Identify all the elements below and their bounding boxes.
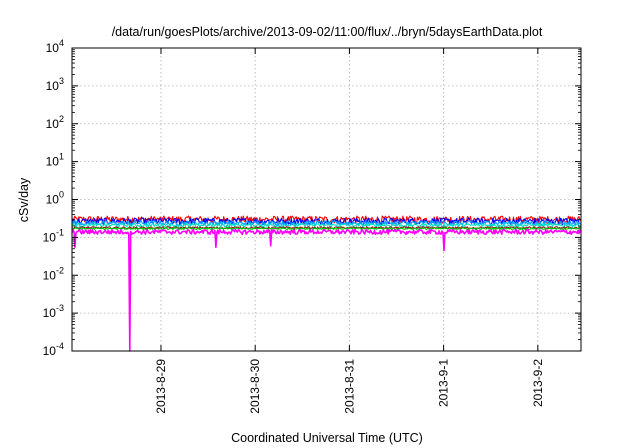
x-tick-label: 2013-8-30 (248, 359, 262, 414)
y-axis-label: cSv/day (17, 177, 31, 222)
x-tick-label: 2013-8-29 (154, 359, 168, 414)
y-tick-label: 10-4 (43, 341, 64, 358)
x-axis: 2013-8-29 2013-8-30 2013-8-31 2013-9-1 2013-… (154, 48, 545, 414)
x-tick-label: 2013-9-1 (437, 359, 451, 407)
series-layer (71, 215, 582, 352)
y-tick-label: 10-1 (43, 227, 64, 244)
y-tick-label: 10-2 (43, 265, 64, 282)
y-tick-label: 102 (46, 114, 64, 131)
x-tick-label: 2013-8-31 (342, 359, 356, 414)
y-tick-label: 103 (46, 76, 64, 93)
series-line (71, 228, 582, 352)
y-tick-label: 100 (46, 190, 64, 207)
series-line (71, 220, 582, 226)
series-line (71, 226, 582, 230)
y-axis: 10-4 10-3 10-2 10-1 100 101 102 103 104 (43, 38, 581, 358)
y-tick-label: 10-3 (43, 303, 64, 320)
y-tick-label: 101 (46, 152, 64, 169)
chart-title: /data/run/goesPlots/archive/2013-09-02/1… (112, 25, 543, 39)
x-axis-label: Coordinated Universal Time (UTC) (231, 431, 423, 445)
grid (72, 48, 581, 351)
x-tick-label: 2013-9-2 (531, 359, 545, 407)
y-tick-label: 104 (46, 38, 64, 55)
series-line (71, 223, 582, 228)
series-line (71, 227, 582, 231)
